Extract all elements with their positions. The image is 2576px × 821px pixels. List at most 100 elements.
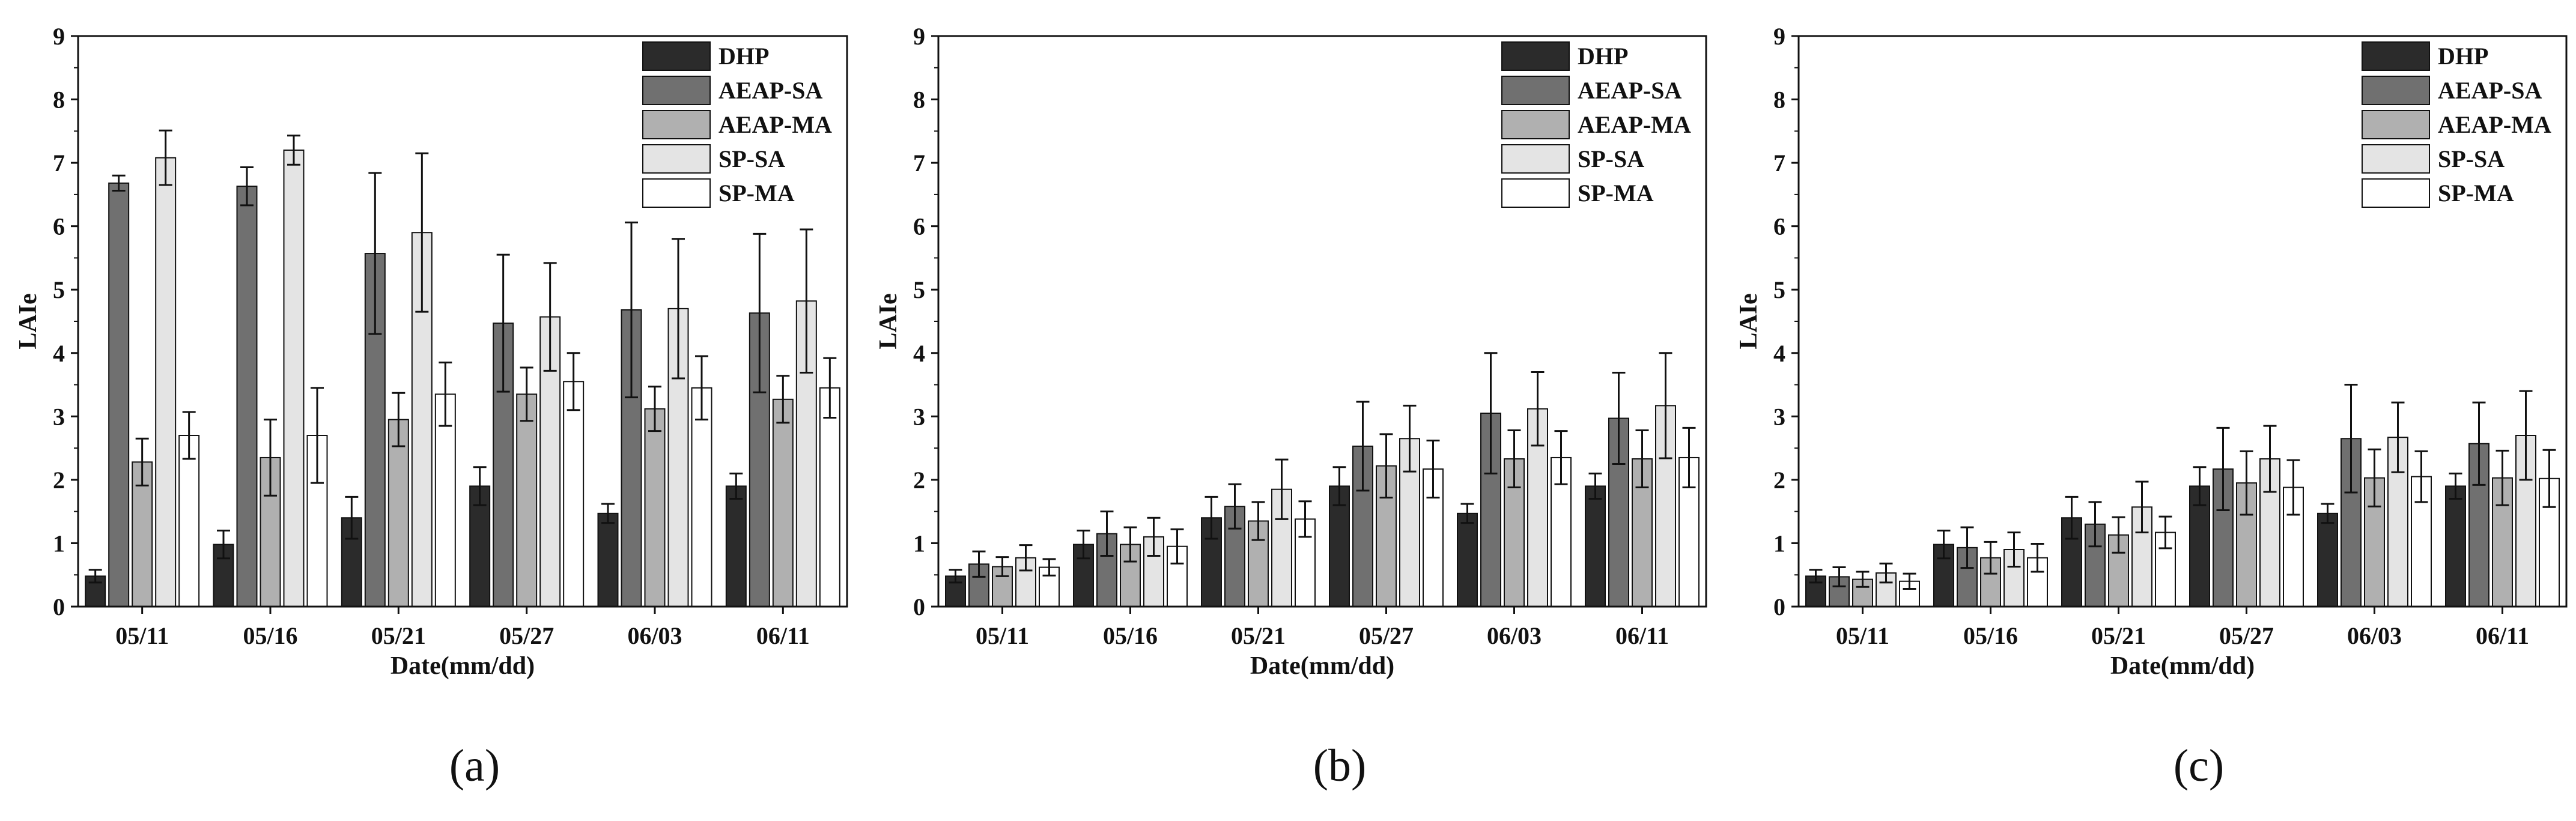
error-bar-sp-sa-06-11: [2519, 390, 2533, 481]
error-bar-sp-sa-05-11: [1879, 562, 1893, 584]
y-tick-label: 0: [53, 593, 65, 620]
x-tick-label: 05/11: [115, 622, 169, 649]
error-bar-sp-sa-06-03: [672, 238, 685, 380]
error-bar-aeap-ma-06-11: [2496, 449, 2509, 506]
legend-swatch-sp-ma: [2362, 178, 2430, 208]
chart-panel-3: 0 1 2 3 4 5 6 7 8 9 05/11 05/16 05/21 05/27 06/03 06/11…: [1735, 23, 2568, 791]
x-tick-label: 06/03: [2347, 622, 2402, 649]
y-tick-label: 8: [913, 86, 925, 114]
legend-label-sp-sa: SP-SA: [2438, 145, 2505, 172]
bar-dhp-05-27: [1329, 485, 1350, 608]
error-bar-dhp-05-16: [1077, 529, 1090, 560]
error-bar-aeap-ma-05-21: [1251, 501, 1265, 541]
legend: DHP AEAP-SA AEAP-MA SP-SA SP-MA: [642, 41, 832, 208]
y-axis-title: LAIe: [14, 293, 42, 349]
error-bar-aeap-ma-05-16: [264, 419, 277, 497]
legend: DHP AEAP-SA AEAP-MA SP-SA SP-MA: [1501, 41, 1691, 208]
x-tick-label: 05/27: [2219, 622, 2274, 649]
x-tick-label: 06/11: [756, 622, 810, 649]
y-tick-label: 2: [913, 467, 925, 494]
error-bar-sp-sa-05-27: [2263, 425, 2277, 493]
bar-sp-sa-05-16: [283, 150, 305, 607]
y-axis-title: LAIe: [1735, 293, 1763, 349]
error-bar-aeap-sa-06-03: [2344, 384, 2358, 494]
y-tick-label: 7: [53, 150, 65, 177]
legend-label-sp-ma: SP-MA: [1578, 180, 1654, 207]
x-tick-label: 05/21: [371, 622, 426, 649]
error-bar-aeap-ma-05-11: [135, 437, 149, 486]
legend: DHP AEAP-SA AEAP-MA SP-SA SP-MA: [2362, 41, 2551, 208]
bar-dhp-06-03: [1457, 512, 1478, 607]
error-bar-sp-ma-05-27: [567, 352, 580, 411]
bar-dhp-06-03: [2317, 512, 2338, 607]
error-bar-sp-sa-05-16: [2007, 532, 2021, 568]
legend-swatch-sp-sa: [2362, 144, 2430, 174]
y-tick-label: 6: [1773, 213, 1785, 240]
error-bar-aeap-ma-05-27: [2240, 450, 2253, 516]
y-tick-label: 5: [913, 276, 925, 303]
error-bar-aeap-sa-05-11: [972, 550, 986, 578]
error-bar-sp-ma-05-21: [2158, 515, 2172, 550]
error-bar-dhp-06-11: [729, 472, 743, 500]
y-tick-label: 4: [913, 340, 925, 367]
error-bar-sp-ma-06-03: [1554, 430, 1568, 485]
y-tick-label: 7: [913, 150, 925, 177]
y-tick-label: 3: [53, 403, 65, 430]
y-tick-label: 0: [913, 593, 925, 620]
error-bar-aeap-sa-05-16: [1100, 510, 1114, 557]
y-tick-label: 3: [1773, 403, 1785, 430]
bar-aeap-ma-05-21: [387, 419, 409, 607]
error-bar-sp-ma-05-16: [1170, 528, 1184, 565]
legend-label-aeap-ma: AEAP-MA: [2438, 111, 2551, 138]
error-bar-sp-sa-06-03: [1531, 371, 1545, 447]
y-tick-label: 5: [1773, 276, 1785, 303]
error-bar-aeap-sa-05-11: [112, 174, 126, 192]
error-bar-aeap-sa-05-21: [368, 172, 382, 335]
error-bar-sp-ma-05-11: [1042, 558, 1056, 577]
legend-label-sp-sa: SP-SA: [1578, 145, 1644, 172]
bar-aeap-sa-05-11: [108, 182, 130, 607]
y-tick-label: 6: [913, 213, 925, 240]
error-bar-aeap-sa-05-21: [1228, 483, 1242, 530]
bar-sp-ma-05-27: [2283, 486, 2304, 607]
y-tick-label: 9: [53, 23, 65, 50]
error-bar-sp-sa-05-16: [1147, 517, 1161, 557]
error-bar-dhp-05-21: [345, 495, 359, 540]
bar-dhp-05-27: [2189, 485, 2210, 608]
error-bar-dhp-05-21: [1204, 495, 1218, 540]
legend-swatch-aeap-sa: [642, 76, 711, 105]
error-bar-sp-sa-05-11: [1019, 544, 1033, 572]
legend-label-aeap-ma: AEAP-MA: [718, 111, 832, 138]
error-bar-aeap-ma-06-11: [776, 375, 790, 424]
error-bar-aeap-ma-05-27: [1379, 433, 1393, 498]
x-tick-label: 05/11: [1836, 622, 1889, 649]
bar-sp-ma-05-27: [563, 381, 585, 607]
bar-aeap-sa-05-16: [236, 186, 258, 607]
error-bar-aeap-sa-05-27: [2216, 426, 2230, 512]
legend-swatch-aeap-sa: [1501, 76, 1570, 105]
bar-dhp-06-03: [597, 512, 619, 607]
error-bar-aeap-ma-06-03: [1507, 429, 1521, 489]
error-bar-sp-ma-05-27: [2286, 459, 2300, 516]
legend-swatch-aeap-ma: [2362, 110, 2430, 139]
legend-label-sp-ma: SP-MA: [718, 180, 795, 207]
error-bar-dhp-05-11: [1809, 569, 1823, 584]
error-bar-aeap-sa-06-03: [625, 221, 638, 399]
panel-caption: (a): [449, 741, 500, 791]
error-bar-aeap-sa-05-16: [1960, 526, 1974, 569]
legend-swatch-sp-ma: [1501, 178, 1570, 208]
error-bar-aeap-ma-05-21: [2112, 516, 2125, 554]
x-tick-label: 05/27: [499, 622, 554, 649]
error-bar-dhp-05-16: [217, 529, 230, 560]
y-tick-label: 0: [1773, 593, 1785, 620]
legend-swatch-dhp: [2362, 41, 2430, 71]
x-tick-label: 05/21: [1231, 622, 1286, 649]
error-bar-dhp-05-21: [2065, 495, 2079, 540]
error-bar-sp-sa-05-11: [159, 129, 172, 186]
y-tick-label: 1: [53, 530, 65, 557]
error-bar-dhp-06-03: [601, 503, 615, 524]
error-bar-dhp-05-16: [1937, 529, 1951, 560]
error-bar-aeap-ma-05-16: [1123, 526, 1137, 563]
legend-swatch-dhp: [1501, 41, 1570, 71]
